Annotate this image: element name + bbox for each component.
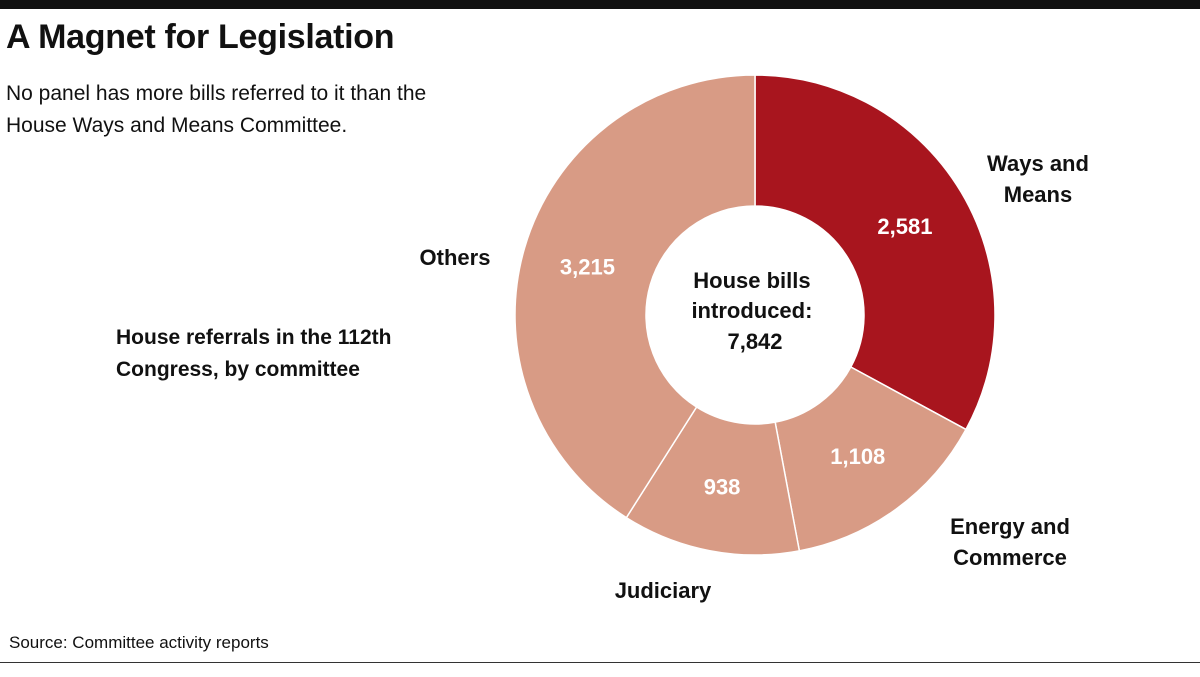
slice-value-label-judiciary: 938 <box>704 474 741 499</box>
slice-energy-and-commerce <box>774 365 967 552</box>
slice-category-label-line: Judiciary <box>615 578 712 603</box>
donut-slices <box>514 74 996 556</box>
chart-title: A Magnet for Legislation <box>6 18 395 56</box>
source-note: Source: Committee activity reports <box>9 633 269 652</box>
bottom-rule <box>0 662 1200 663</box>
center-label-line-3: 7,842 <box>727 329 782 354</box>
slice-ways-and-means <box>754 74 996 431</box>
slice-category-label-energy-and-commerce: Energy and Commerce <box>950 514 1070 570</box>
slice-value-label-ways-and-means: 2,581 <box>877 214 932 239</box>
slice-value-label-others: 3,215 <box>560 254 615 279</box>
slice-category-label-line: Commerce <box>953 545 1067 570</box>
slice-category-label-judiciary: Judiciary <box>615 578 712 603</box>
slice-category-label-line: Means <box>1004 182 1072 207</box>
slice-value-label-energy-and-commerce: 1,108 <box>830 444 885 469</box>
center-label-line-2: introduced: <box>691 298 812 323</box>
slice-category-labels: Ways and Means Energy and Commerce Judiciary… <box>420 151 1089 603</box>
slice-category-label-line: Ways and <box>987 151 1089 176</box>
chart-subtitle: No panel has more bills referred to it t… <box>6 82 427 137</box>
slice-category-label-line: Energy and <box>950 514 1070 539</box>
slice-category-label-line: Others <box>420 245 491 270</box>
top-rule <box>0 0 1200 9</box>
slice-others <box>514 74 756 519</box>
slice-category-label-others: Others <box>420 245 491 270</box>
slice-category-label-ways-and-means: Ways and Means <box>987 151 1089 207</box>
center-label: House bills introduced: 7,842 <box>691 268 818 354</box>
chart-description-label: House referrals in the 112th Congress, b… <box>116 326 392 381</box>
slice-value-labels: 2,581 1,108 938 3,215 <box>560 214 933 500</box>
center-label-line-1: House bills <box>693 268 810 293</box>
